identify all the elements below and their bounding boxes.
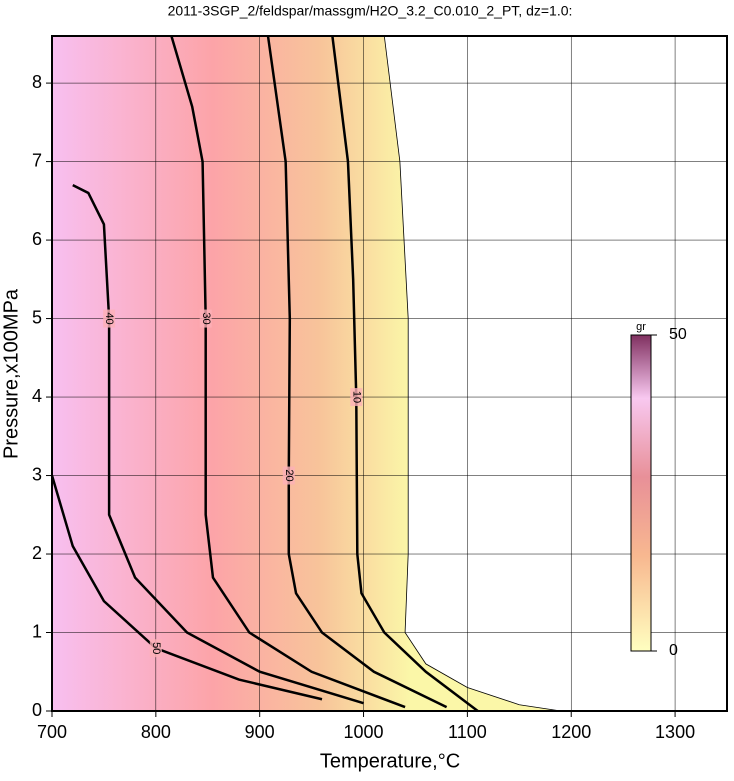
colorbar-tick-label: 0 — [669, 642, 678, 659]
contour-label-bg — [103, 309, 116, 328]
contour-label: 40 — [103, 312, 115, 324]
contour-line — [266, 35, 448, 709]
plot-area: 10 20 30 40 50 — [50, 35, 727, 712]
x-tick-label: 1300 — [655, 722, 695, 742]
x-axis-label: Temperature,°C — [320, 750, 460, 772]
contour-line — [331, 35, 479, 712]
x-tick-label: 800 — [141, 722, 171, 742]
x-tick-label: 700 — [37, 722, 67, 742]
y-tick-label: 1 — [32, 621, 42, 641]
contour-line — [170, 35, 406, 709]
y-tick-label: 5 — [32, 307, 42, 327]
colorbar-label: gr — [636, 321, 646, 333]
chart-title: 2011-3SGP_2/feldspar/massgm/H2O_3.2_C0.0… — [168, 3, 573, 19]
contour-label: 20 — [283, 469, 295, 481]
y-tick-label: 4 — [32, 386, 42, 406]
y-tick-label: 8 — [32, 72, 42, 92]
contour-label-bg — [149, 639, 162, 658]
colorbar-tick-label: 50 — [669, 326, 687, 343]
contour-label-bg — [199, 309, 212, 328]
colorbar — [630, 334, 652, 652]
contour-label: 50 — [150, 642, 162, 654]
contour-line — [72, 184, 364, 705]
y-tick-label: 3 — [32, 464, 42, 484]
x-tick-label: 1100 — [448, 722, 487, 742]
contour-label-bg — [282, 466, 295, 485]
contour-label-bg — [350, 388, 363, 407]
y-tick-label: 6 — [32, 229, 42, 249]
contour-label: 10 — [350, 391, 362, 403]
y-tick-label: 0 — [32, 700, 42, 720]
x-tick-label: 1200 — [551, 722, 591, 742]
contour-label: 30 — [200, 312, 212, 324]
y-axis-label: Pressure,x100MPa — [0, 288, 22, 459]
x-tick-label: 900 — [245, 722, 275, 742]
contour-line — [50, 475, 323, 701]
x-tick-label: 1000 — [344, 722, 384, 742]
plot-frame — [51, 35, 728, 712]
y-tick-label: 2 — [32, 543, 42, 563]
y-tick-label: 7 — [32, 150, 42, 170]
